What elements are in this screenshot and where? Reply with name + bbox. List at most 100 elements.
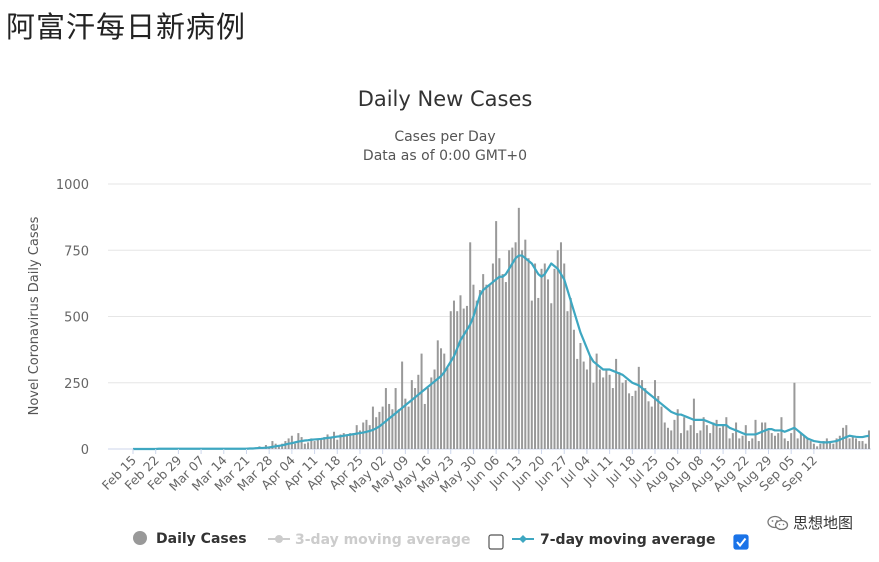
daily-case-bar: [329, 438, 332, 449]
daily-case-bar: [712, 422, 715, 449]
daily-case-bar: [861, 441, 864, 449]
daily-case-bar: [430, 377, 433, 449]
daily-case-bar: [410, 380, 413, 449]
y-tick-label: 0: [81, 443, 89, 458]
daily-case-bar: [443, 353, 446, 449]
daily-case-bar: [469, 242, 472, 449]
daily-case-bar: [381, 406, 384, 449]
legend-daily-label: Daily Cases: [156, 531, 247, 547]
daily-case-bar: [793, 382, 796, 449]
daily-case-bar: [320, 438, 323, 449]
daily-cases-bars: [157, 207, 870, 450]
legend-ma7-marker: [519, 535, 527, 543]
daily-case-bar: [654, 380, 657, 449]
daily-case-bar: [310, 438, 313, 449]
daily-case-bar: [391, 409, 394, 449]
daily-case-bar: [809, 441, 812, 449]
daily-case-bar: [673, 419, 676, 449]
daily-case-bar: [488, 284, 491, 449]
chart-subtitle-1: Cases per Day: [394, 129, 495, 145]
daily-case-bar: [637, 366, 640, 449]
daily-case-bar: [336, 439, 339, 449]
daily-case-bar: [728, 438, 731, 449]
wechat-icon: [767, 515, 789, 531]
daily-case-bar: [624, 380, 627, 449]
daily-case-bar: [770, 433, 773, 449]
page-title: 阿富汗每日新病例: [6, 10, 247, 44]
daily-case-bar: [556, 250, 559, 449]
daily-case-bar: [514, 242, 517, 449]
daily-case-bar: [352, 433, 355, 449]
daily-case-bar: [822, 441, 825, 449]
daily-case-bar: [634, 390, 637, 449]
watermark: 思想地图: [767, 512, 853, 533]
daily-case-bar: [345, 434, 348, 449]
daily-case-bar: [855, 438, 858, 449]
daily-case-bar: [540, 268, 543, 449]
daily-case-bar: [582, 361, 585, 449]
daily-case-bar: [566, 311, 569, 449]
daily-case-bar: [452, 300, 455, 449]
y-tick-labels: 0 250 500 750 1000: [56, 178, 89, 458]
daily-case-bar: [397, 409, 400, 449]
daily-case-bar: [670, 430, 673, 449]
chart-title: Daily New Cases: [358, 87, 533, 111]
daily-case-bar: [676, 409, 679, 449]
legend-item-7-day-average[interactable]: 7-day moving average: [512, 532, 716, 548]
daily-case-bar: [579, 343, 582, 449]
checkbox-3-day-box[interactable]: [488, 534, 504, 550]
daily-case-bar: [482, 274, 485, 449]
daily-case-bar: [524, 239, 527, 449]
daily-case-bar: [433, 369, 436, 449]
daily-case-bar: [605, 369, 608, 449]
daily-case-bar: [657, 396, 660, 449]
daily-case-bar: [436, 340, 439, 449]
daily-case-bar: [741, 435, 744, 449]
daily-case-bar: [748, 441, 751, 449]
daily-case-bar: [371, 406, 374, 449]
daily-case-bar: [796, 438, 799, 449]
daily-case-bar: [767, 430, 770, 449]
legend-item-3-day-average[interactable]: 3-day moving average: [268, 532, 471, 548]
daily-case-bar: [375, 417, 378, 449]
daily-case-bar: [780, 417, 783, 449]
daily-case-bar: [595, 353, 598, 449]
daily-case-bar: [576, 358, 579, 449]
daily-case-bar: [303, 443, 306, 449]
daily-case-bar: [848, 438, 851, 449]
y-tick-label: 500: [64, 311, 89, 326]
daily-case-bar: [709, 433, 712, 449]
checkbox-7-day-box[interactable]: [733, 534, 749, 550]
daily-case-bar: [326, 434, 329, 449]
daily-case-bar: [838, 435, 841, 449]
daily-case-bar: [644, 388, 647, 449]
y-tick-label: 250: [64, 377, 89, 392]
daily-case-bar: [598, 369, 601, 449]
daily-case-bar: [858, 441, 861, 449]
chart-subtitle-2: Data as of 0:00 GMT+0: [363, 148, 527, 164]
daily-case-bar: [365, 419, 368, 449]
daily-case-bar: [592, 382, 595, 449]
daily-case-bar: [553, 268, 556, 449]
checkbox-3-day-average[interactable]: [488, 534, 504, 550]
daily-case-bar: [521, 250, 524, 449]
daily-case-bar: [465, 305, 468, 449]
daily-case-bar: [316, 439, 319, 449]
daily-case-bar: [692, 398, 695, 449]
daily-case-bar: [660, 406, 663, 449]
daily-case-bar: [806, 438, 809, 449]
daily-case-bar: [803, 435, 806, 449]
daily-case-bar: [757, 441, 760, 449]
daily-case-bar: [414, 388, 417, 449]
legend-item-daily-cases[interactable]: Daily Cases: [133, 531, 247, 547]
daily-case-bar: [333, 431, 336, 449]
checkbox-7-day-average[interactable]: [733, 534, 749, 550]
daily-case-bar: [618, 372, 621, 449]
daily-case-bar: [550, 303, 553, 449]
daily-case-bar: [472, 284, 475, 449]
legend-ma7-label: 7-day moving average: [540, 532, 716, 548]
daily-case-bar: [829, 441, 832, 449]
daily-case-bar: [404, 398, 407, 449]
